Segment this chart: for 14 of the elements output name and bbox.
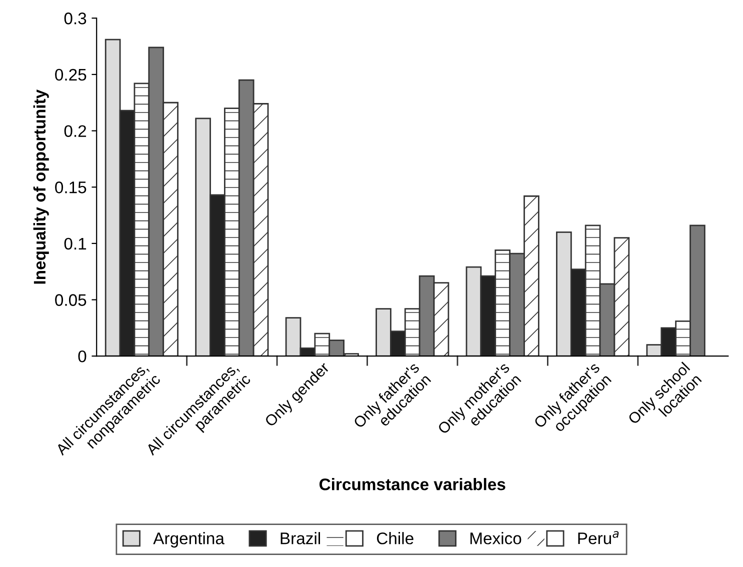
legend-label: Mexico xyxy=(470,532,522,544)
y-tick-label: 0.25 xyxy=(55,68,86,81)
legend-label: Chile xyxy=(376,532,414,544)
y-tick-label: 0 xyxy=(78,350,86,362)
x-axis-title: Circumstance variables xyxy=(319,478,506,490)
legend-label: Argentina xyxy=(153,532,224,548)
y-tick-label: 0.05 xyxy=(55,294,86,306)
y-tick-label: 0.1 xyxy=(64,238,86,250)
y-tick-label: 0.2 xyxy=(64,125,86,137)
y-tick-label: 0.15 xyxy=(55,182,86,194)
y-axis-title: Inequality of opportunity xyxy=(33,90,49,284)
legend-label: Brazil xyxy=(280,532,320,544)
y-tick-label: 0.3 xyxy=(64,12,86,24)
legend-label: Peru$^{a}$ xyxy=(578,531,619,544)
